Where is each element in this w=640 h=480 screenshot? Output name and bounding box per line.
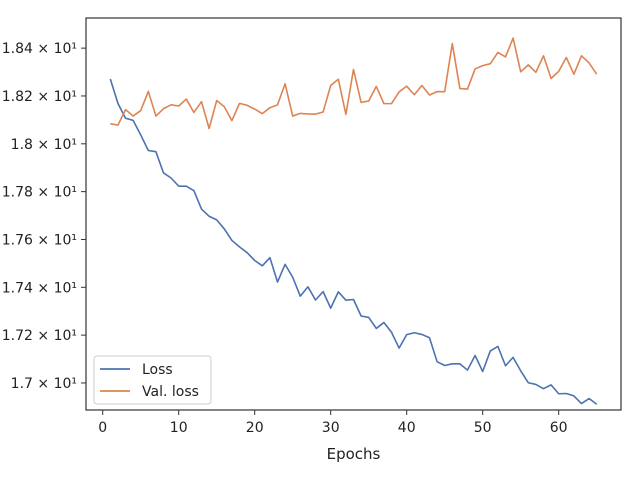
x-axis-ticks: 0 10 20 30 40 50 60 — [98, 410, 568, 436]
x-tick-label: 40 — [398, 420, 416, 436]
y-tick-label: 1.72 × 10¹ — [2, 328, 77, 344]
y-tick-label: 1.82 × 10¹ — [2, 89, 77, 105]
x-tick-label: 20 — [246, 420, 264, 436]
x-tick-label: 60 — [550, 420, 568, 436]
x-tick-label: 50 — [474, 420, 492, 436]
y-tick-label: 1.76 × 10¹ — [2, 232, 77, 248]
legend: Loss Val. loss — [93, 355, 212, 405]
series-line-loss — [109, 78, 598, 405]
y-tick-label: 1.8 × 10¹ — [11, 137, 77, 153]
y-tick-label: 1.84 × 10¹ — [2, 41, 77, 57]
y-axis-ticks: 1.7 × 10¹ 1.72 × 10¹ 1.74 × 10¹ 1.76 × 10¹ 1… — [2, 41, 86, 392]
legend-box — [93, 355, 212, 405]
x-tick-label: 30 — [322, 420, 340, 436]
y-tick-label: 1.74 × 10¹ — [2, 280, 77, 296]
y-tick-label: 1.7 × 10¹ — [11, 376, 77, 392]
series-layer — [109, 37, 598, 405]
plot-area — [85, 17, 622, 411]
legend-label-val-loss: Val. loss — [142, 384, 199, 400]
series-line-val-loss — [110, 37, 598, 130]
y-tick-label: 1.78 × 10¹ — [2, 185, 77, 201]
legend-label-loss: Loss — [142, 362, 173, 378]
x-tick-label: 0 — [98, 420, 107, 436]
x-axis-label: Epochs — [327, 445, 381, 463]
x-tick-label: 10 — [170, 420, 188, 436]
